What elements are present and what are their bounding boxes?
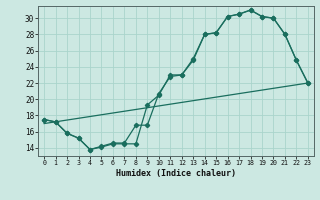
X-axis label: Humidex (Indice chaleur): Humidex (Indice chaleur) [116,169,236,178]
